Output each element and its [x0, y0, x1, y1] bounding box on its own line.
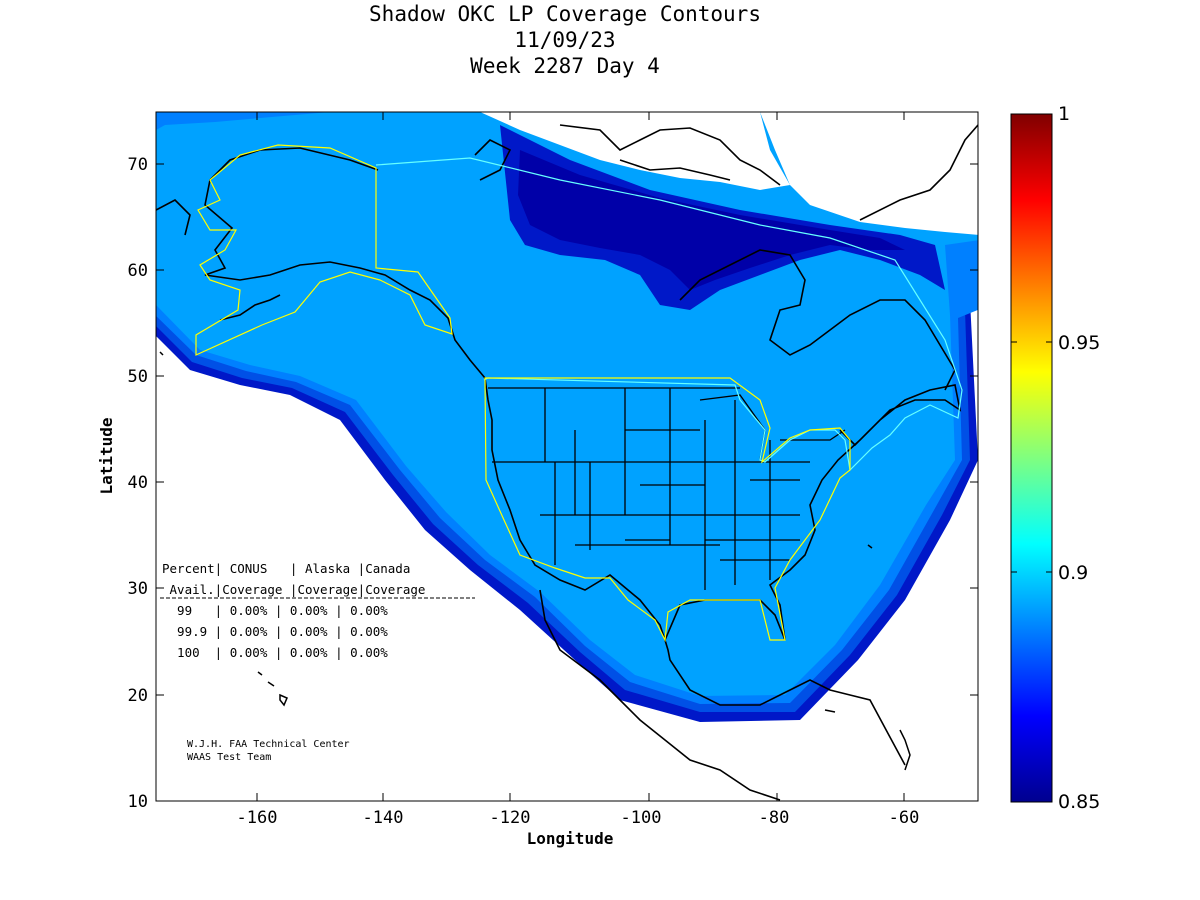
conus-boundary [484, 377, 851, 643]
y-tick-marks [156, 163, 978, 696]
canada-boundary [375, 157, 963, 472]
contour-low-core [518, 150, 905, 290]
coverage-contours [156, 112, 978, 722]
service-volume-boundaries [195, 144, 963, 643]
x-tick-marks [256, 112, 905, 801]
greenland-outside [760, 112, 978, 235]
credit-line-1: W.J.H. FAA Technical Center [187, 739, 350, 750]
y-tick-label: 50 [128, 367, 148, 387]
y-tick-label: 30 [128, 579, 148, 599]
islands [159, 351, 911, 771]
y-tick-label: 40 [128, 473, 148, 493]
x-tick-label: -140 [363, 808, 404, 828]
colorbar-tick-label: 0.9 [1058, 562, 1088, 584]
credit-line-2: WAAS Test Team [187, 752, 271, 763]
x-axis-label: Longitude [527, 829, 614, 848]
colorbar-frame [1010, 113, 1053, 803]
colorbar [1011, 114, 1052, 802]
table-row: 100 | 0.00% | 0.00% | 0.00% [162, 645, 388, 660]
x-tick-label: -120 [490, 808, 531, 828]
y-tick-label: 20 [128, 686, 148, 706]
coastlines [156, 124, 978, 801]
arctic-islands-outside [480, 112, 790, 190]
table-row: 99.9 | 0.00% | 0.00% | 0.00% [162, 624, 388, 639]
table-header-2: Avail.|Coverage |Coverage|Coverage [162, 582, 425, 597]
y-tick-label: 10 [128, 792, 148, 812]
alaska-boundary [195, 144, 453, 356]
chart-title: Shadow OKC LP Coverage Contours [369, 2, 761, 26]
colorbar-tick-marks [1011, 341, 1052, 573]
x-tick-label: -80 [759, 808, 790, 828]
table-header-1: Percent| CONUS | Alaska |Canada [162, 561, 410, 576]
table-row: 99 | 0.00% | 0.00% | 0.00% [162, 603, 388, 618]
colorbar-tick-label: 1 [1058, 103, 1070, 125]
colorbar-tick-label: 0.85 [1058, 791, 1100, 813]
coverage-table: Percent| CONUS | Alaska |Canada Avail.|C… [160, 561, 475, 660]
x-tick-label: -60 [889, 808, 920, 828]
chart-date: 11/09/23 [514, 28, 616, 52]
chart-week-day: Week 2287 Day 4 [470, 54, 660, 78]
x-tick-label: -160 [237, 808, 278, 828]
y-tick-label: 70 [128, 155, 148, 175]
colorbar-tick-label: 0.95 [1058, 332, 1100, 354]
y-axis-label: Latitude [97, 417, 116, 494]
y-tick-label: 60 [128, 261, 148, 281]
x-tick-label: -100 [621, 808, 662, 828]
plot-frame [155, 111, 979, 802]
